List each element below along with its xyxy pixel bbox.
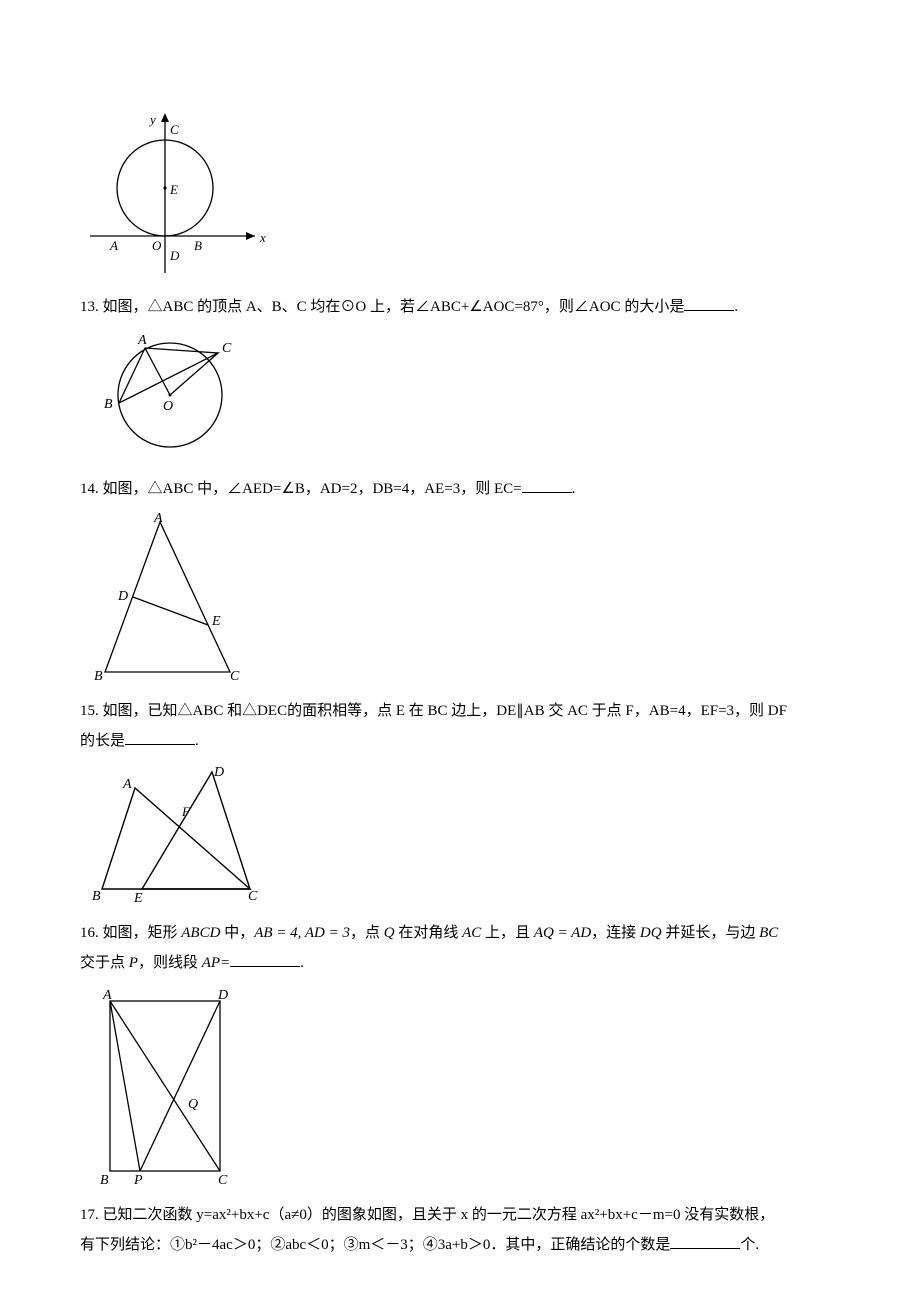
label-D14: D	[117, 589, 128, 604]
problem-16: 16. 如图，矩形 ABCD 中，AB = 4, AD = 3，点 Q 在对角线…	[80, 918, 840, 978]
label-E14: E	[211, 614, 221, 629]
label-A14: A	[153, 512, 163, 526]
p16-a5: 上，且	[481, 925, 534, 941]
blank-17	[670, 1234, 740, 1249]
label-D: D	[169, 248, 180, 263]
svg-fig13: A B C O	[90, 330, 250, 460]
label-B13: B	[104, 397, 113, 412]
p16-AC: AC	[462, 925, 481, 941]
problem-14-text: 如图，△ABC 中，∠AED=∠B，AD=2，DB=4，AE=3，则 EC=	[103, 481, 522, 497]
label-x: x	[259, 230, 266, 245]
problem-15-number: 15.	[80, 703, 99, 719]
svg-fig16: A D B C Q P	[90, 986, 250, 1186]
label-O13: O	[163, 399, 173, 414]
p16-P: P	[129, 955, 138, 971]
p16-DQ: DQ	[640, 925, 662, 941]
problem-13-number: 13.	[80, 299, 99, 315]
label-E15: E	[133, 891, 143, 904]
figure-13: A B C O	[90, 330, 840, 460]
p16-a4: 在对角线	[395, 925, 463, 941]
label-B14: B	[94, 669, 103, 682]
p16-Q: Q	[384, 925, 395, 941]
problem-16-number: 16.	[80, 925, 99, 941]
label-C: C	[170, 122, 179, 137]
problem-14: 14. 如图，△ABC 中，∠AED=∠B，AD=2，DB=4，AE=3，则 E…	[80, 474, 840, 504]
p16-a2: 中，	[220, 925, 254, 941]
p16-a1: 如图，矩形	[103, 925, 182, 941]
p16-ABCD: ABCD	[181, 925, 220, 941]
svg-fig14: A B C D E	[90, 512, 250, 682]
problem-13-tail: .	[734, 299, 738, 315]
page: y x C E A O B D 13. 如图，△ABC 的顶点 A、B、C 均在…	[0, 0, 920, 1308]
label-B: B	[194, 238, 202, 253]
label-P16: P	[133, 1173, 143, 1186]
blank-15	[125, 730, 195, 745]
problem-16-tail: .	[300, 955, 304, 971]
problem-17-text-b: 有下列结论：①b²－4ac＞0；②abc＜0；③m＜－3；④3a+b＞0．其中，…	[80, 1237, 670, 1253]
problem-15-tail: .	[195, 733, 199, 749]
problem-15: 15. 如图，已知△ABC 和△DEC的面积相等，点 E 在 BC 边上，DE∥…	[80, 696, 840, 756]
label-D16: D	[217, 988, 228, 1003]
figure-15: A B C D E F	[90, 764, 840, 904]
p16-a3: ，点	[350, 925, 384, 941]
p16-eq1: AB = 4, AD = 3	[254, 925, 350, 941]
problem-17: 17. 已知二次函数 y=ax²+bx+c（a≠0）的图象如图，且关于 x 的一…	[80, 1200, 840, 1260]
p16-BC: BC	[759, 925, 778, 941]
label-A16: A	[102, 988, 112, 1003]
problem-13: 13. 如图，△ABC 的顶点 A、B、C 均在⊙O 上，若∠ABC+∠AOC=…	[80, 292, 840, 322]
problem-14-number: 14.	[80, 481, 99, 497]
p16-a7: 并延长，与边	[662, 925, 760, 941]
label-C15: C	[248, 889, 258, 904]
blank-16	[230, 952, 300, 967]
label-B16: B	[100, 1173, 109, 1186]
p16-eq2: AQ = AD	[534, 925, 591, 941]
label-y: y	[148, 112, 156, 127]
problem-15-text-b: 的长是	[80, 733, 125, 749]
blank-14	[522, 478, 572, 493]
problem-17-text-a: 已知二次函数 y=ax²+bx+c（a≠0）的图象如图，且关于 x 的一元二次方…	[103, 1207, 775, 1223]
label-A13: A	[137, 333, 147, 348]
label-E: E	[169, 182, 178, 197]
svg-fig15: A B C D E F	[90, 764, 280, 904]
problem-17-tail: 个.	[740, 1237, 759, 1253]
label-A: A	[109, 238, 118, 253]
label-B15: B	[92, 889, 101, 904]
label-C16: C	[218, 1173, 228, 1186]
problem-13-text: 如图，△ABC 的顶点 A、B、C 均在⊙O 上，若∠ABC+∠AOC=87°，…	[103, 299, 685, 315]
blank-13	[684, 296, 734, 311]
label-F15: F	[181, 804, 191, 819]
p16-a6: ，连接	[591, 925, 640, 941]
problem-17-number: 17.	[80, 1207, 99, 1223]
p16-b2: ，则线段	[138, 955, 202, 971]
figure-top-coord-circle: y x C E A O B D	[90, 108, 840, 278]
label-C13: C	[222, 341, 232, 356]
figure-16: A D B C Q P	[90, 986, 840, 1186]
figure-14: A B C D E	[90, 512, 840, 682]
label-A15: A	[122, 777, 132, 792]
label-D15: D	[213, 765, 224, 780]
label-O: O	[152, 238, 162, 253]
p16-b1: 交于点	[80, 955, 129, 971]
p16-AP: AP=	[202, 955, 230, 971]
problem-15-text-a: 如图，已知△ABC 和△DEC的面积相等，点 E 在 BC 边上，DE∥AB 交…	[103, 703, 787, 719]
label-C14: C	[230, 669, 240, 682]
label-Q16: Q	[188, 1097, 198, 1112]
problem-14-tail: .	[572, 481, 576, 497]
svg-coord-circle: y x C E A O B D	[90, 108, 270, 278]
